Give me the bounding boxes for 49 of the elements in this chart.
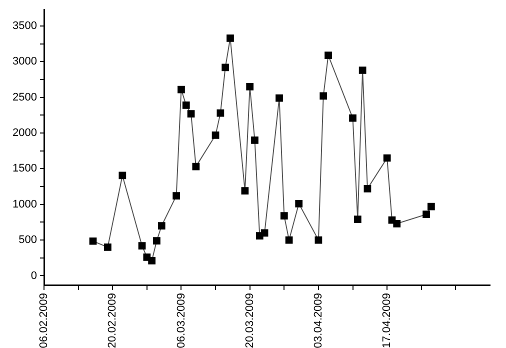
y-tick-label: 1000 xyxy=(12,198,37,210)
y-tick-label: 500 xyxy=(18,234,37,246)
point xyxy=(153,237,160,244)
y-tick-label: 3500 xyxy=(12,20,37,32)
point xyxy=(422,210,430,218)
x-tick-label: 17.04.2009 xyxy=(381,293,394,348)
point xyxy=(320,92,328,100)
point xyxy=(251,136,258,144)
point xyxy=(324,52,332,59)
y-tick-label: 3000 xyxy=(12,56,37,68)
point xyxy=(212,131,220,139)
point xyxy=(280,212,288,220)
point xyxy=(358,66,366,74)
point xyxy=(295,200,303,208)
point xyxy=(349,114,356,122)
y-tick-label: 0 xyxy=(30,270,37,282)
point xyxy=(118,172,126,180)
point xyxy=(276,94,283,102)
point xyxy=(216,109,224,117)
point xyxy=(89,237,97,245)
point xyxy=(222,64,230,72)
point xyxy=(260,229,268,237)
point xyxy=(178,86,185,94)
point xyxy=(314,236,322,244)
point xyxy=(383,154,391,162)
point xyxy=(226,34,234,42)
point xyxy=(182,102,190,109)
point xyxy=(241,187,249,195)
x-tick-label: 06.02.2009 xyxy=(38,293,50,348)
x-tick-label: 03.04.2009 xyxy=(312,293,324,348)
point xyxy=(393,220,401,228)
y-tick-label: 2000 xyxy=(12,127,37,140)
point xyxy=(354,216,362,224)
point xyxy=(285,236,293,244)
x-tick-label: 20.02.2009 xyxy=(106,293,119,348)
point xyxy=(192,162,200,170)
point xyxy=(364,185,372,192)
point xyxy=(104,244,112,251)
y-tick-label: 1500 xyxy=(12,162,37,175)
point xyxy=(246,82,254,90)
point xyxy=(148,257,156,264)
y-tick-label: 2500 xyxy=(12,91,37,104)
point xyxy=(138,242,146,250)
x-tick-label: 20.03.2009 xyxy=(244,293,256,348)
point xyxy=(187,110,195,118)
point xyxy=(428,202,435,210)
point xyxy=(158,222,166,230)
point xyxy=(172,192,180,200)
x-tick-label: 06.03.2009 xyxy=(175,293,188,348)
